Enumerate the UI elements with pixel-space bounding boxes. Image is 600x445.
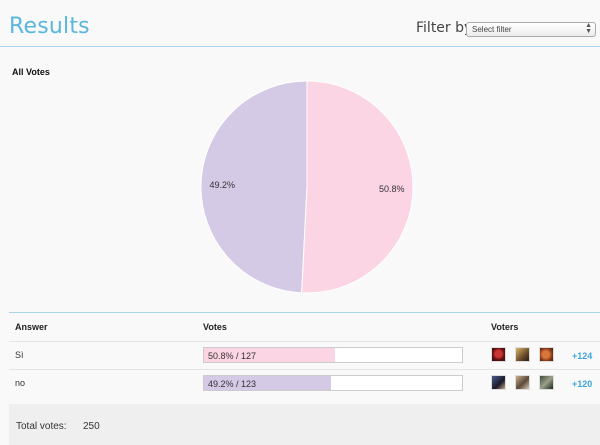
more-voters-link-no[interactable]: +120 xyxy=(572,379,593,389)
filter-select[interactable]: Select filter ▲ ▼ xyxy=(466,22,596,37)
chart-title: All Votes xyxy=(12,67,50,77)
column-header-voters: Voters xyxy=(491,322,519,332)
column-header-answer: Answer xyxy=(15,322,48,332)
filter-select-value: Select filter xyxy=(472,25,512,34)
vote-bar-fill-si xyxy=(204,348,336,362)
vote-bar-no: 49.2% / 123 xyxy=(203,375,463,391)
answer-no: no xyxy=(15,378,26,388)
voter-avatar[interactable] xyxy=(539,375,554,390)
total-votes-value: 250 xyxy=(83,421,100,432)
results-header: Results Filter by: Select filter ▲ ▼ xyxy=(0,0,600,47)
voter-avatar[interactable] xyxy=(491,347,506,362)
vote-count-si: 50.8% / 127 xyxy=(208,351,257,361)
pie-label-no: 49.2% xyxy=(209,180,235,190)
vote-bar-fill-no xyxy=(204,376,331,390)
voter-avatar[interactable] xyxy=(515,347,530,362)
pie-label-si: 50.8% xyxy=(379,184,405,194)
pie-slice-si xyxy=(301,80,414,294)
column-header-votes: Votes xyxy=(203,322,227,332)
total-votes-label: Total votes: xyxy=(16,421,67,432)
more-voters-link-si[interactable]: +124 xyxy=(572,351,593,361)
page-title: Results xyxy=(9,14,90,39)
row-divider xyxy=(9,369,600,370)
voter-avatar[interactable] xyxy=(491,375,506,390)
total-votes-footer: Total votes: 250 xyxy=(9,404,600,445)
pie-slice-no xyxy=(200,80,308,294)
vote-bar-si: 50.8% / 127 xyxy=(203,347,463,363)
voter-avatar[interactable] xyxy=(515,375,530,390)
vote-count-no: 49.2% / 123 xyxy=(208,379,257,389)
row-divider xyxy=(9,341,600,342)
table-top-border xyxy=(9,312,600,313)
select-arrows-icon: ▲ ▼ xyxy=(585,22,592,35)
answer-si: Sì xyxy=(15,350,24,360)
pie-chart: 49.2% 50.8% xyxy=(200,80,414,294)
voter-avatar[interactable] xyxy=(539,347,554,362)
filter-label: Filter by: xyxy=(416,20,476,36)
